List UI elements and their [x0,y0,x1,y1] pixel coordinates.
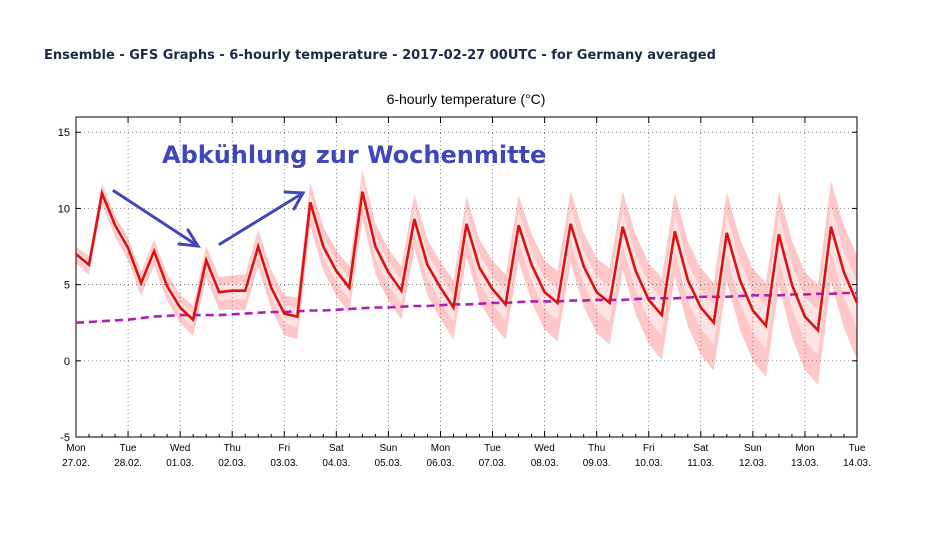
x-tick-date-label: 08.03. [531,458,559,469]
climate-series-line [75,291,857,324]
x-tick-date-label: 06.03. [427,458,455,469]
ensemble-mean-series-line [75,188,859,334]
x-tick-date-label: 11.03. [687,458,714,469]
x-tick-day-label: Thu [588,443,605,454]
x-tick-date-label: 02.03. [218,458,246,469]
x-tick-date-label: 01.03. [166,458,194,469]
x-tick-date-label: 04.03. [322,458,350,469]
x-tick-date-label: 28.02. [114,458,142,469]
x-tick-day-label: Mon [66,443,85,454]
x-tick-day-label: Thu [224,443,241,454]
y-tick-label: -5 [60,432,70,444]
x-tick-day-label: Mon [431,443,450,454]
chart-title: 6-hourly temperature (°C) [387,91,546,107]
y-tick-label: 10 [58,203,70,215]
x-tick-date-label: 27.02. [62,458,90,469]
x-tick-day-label: Tue [849,443,866,454]
annotation-text: Abkühlung zur Wochenmitte [162,141,546,169]
x-tick-date-label: 12.03. [739,458,767,469]
page-title: Ensemble - GFS Graphs - 6-hourly tempera… [44,48,716,63]
x-tick-day-label: Sun [744,443,762,454]
series-lines [75,188,859,334]
y-tick-label: 5 [64,280,70,292]
arrow-down-icon [112,189,201,248]
x-tick-day-label: Wed [534,443,554,454]
x-tick-day-label: Sun [380,443,398,454]
x-tick-day-label: Sat [329,443,344,454]
x-tick-day-label: Fri [278,443,290,454]
arrow-up-icon [218,190,306,246]
annotation-group: Abkühlung zur Wochenmitte [112,141,546,248]
x-tick-date-label: 09.03. [583,458,611,469]
x-axis: Mon 27.02. Tue 28.02. Wed 01.03. Thu 02.03. Fri 0… [62,117,871,469]
y-tick-label: 15 [58,127,70,139]
x-tick-day-label: Sat [693,443,708,454]
x-tick-date-label: 07.03. [479,458,507,469]
x-tick-day-label: Tue [120,443,137,454]
x-tick-day-label: Wed [170,443,190,454]
x-tick-date-label: 13.03. [791,458,819,469]
y-tick-label: 0 [64,356,70,368]
x-tick-date-label: 03.03. [270,458,298,469]
y-axis: -5 0 5 10 15 [58,127,857,444]
x-tick-date-label: 05.03. [374,458,402,469]
grid-lines [76,117,857,438]
x-tick-date-label: 10.03. [635,458,663,469]
x-tick-day-label: Mon [795,443,814,454]
x-tick-day-label: Fri [643,443,655,454]
x-tick-date-label: 14.03. [843,458,871,469]
x-tick-day-label: Tue [484,443,501,454]
